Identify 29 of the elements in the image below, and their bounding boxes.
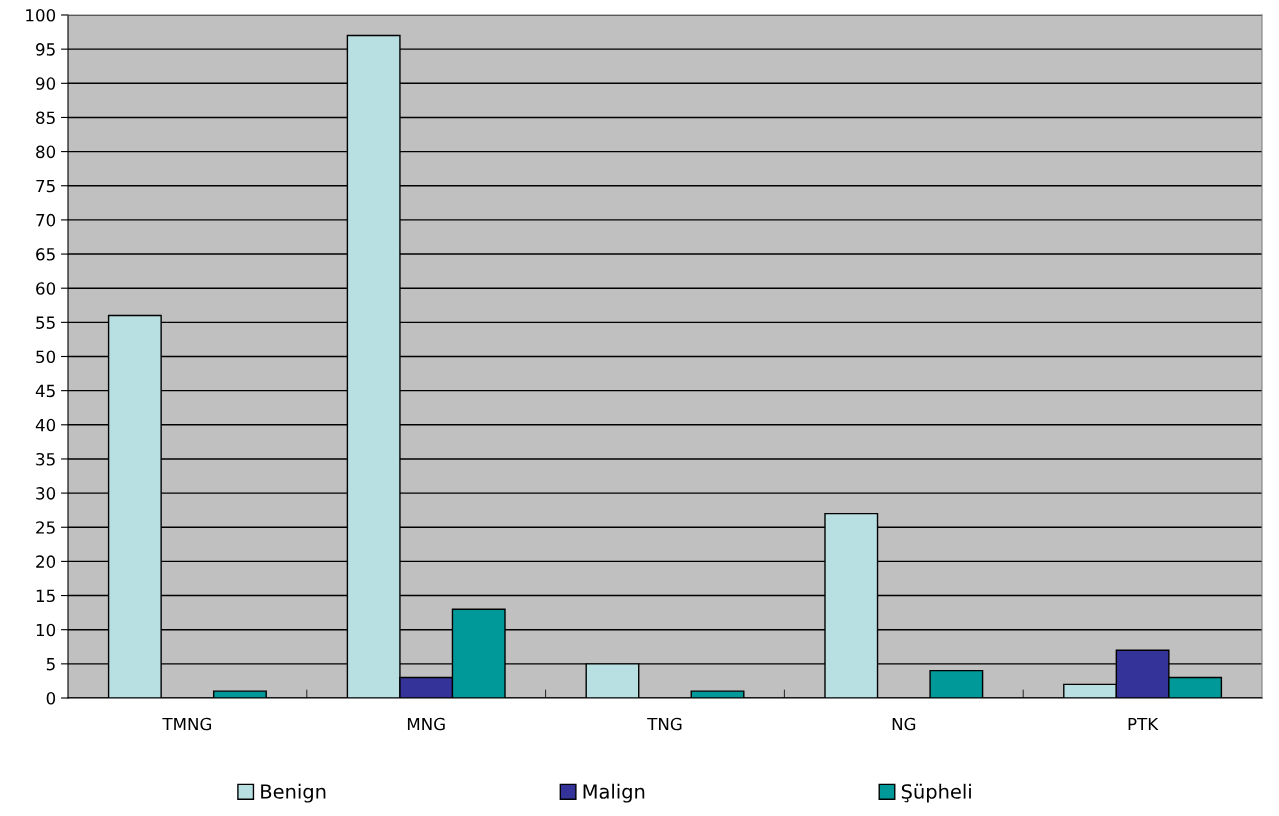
y-tick-label: 65 bbox=[36, 248, 55, 261]
y-tick-label: 60 bbox=[36, 282, 56, 295]
y-tick-label: 15 bbox=[36, 589, 55, 603]
y-tick-label: 75 bbox=[36, 179, 55, 193]
y-tick-label: 0 bbox=[46, 691, 56, 705]
y-tick-label: 55 bbox=[36, 316, 55, 329]
x-tick-label: NG bbox=[892, 717, 916, 731]
x-tick-label: TNG bbox=[647, 717, 682, 731]
legend-label: Malign bbox=[583, 783, 645, 803]
y-tick-label: 95 bbox=[36, 43, 55, 56]
y-tick-label: 90 bbox=[36, 77, 56, 90]
y-tick-label: 50 bbox=[36, 350, 56, 364]
y-tick-label: 80 bbox=[36, 145, 56, 159]
y-tick-label: 85 bbox=[36, 111, 55, 125]
y-tick-label: 5 bbox=[46, 658, 55, 671]
y-tick-label: 100 bbox=[26, 8, 56, 22]
x-tick-label: PTK bbox=[1128, 717, 1159, 731]
legend-label: Benign bbox=[261, 783, 326, 803]
y-tick-label: 30 bbox=[36, 487, 56, 500]
y-tick-label: 10 bbox=[36, 623, 56, 637]
legend-label: Şüpheli bbox=[901, 783, 971, 803]
y-tick-label: 25 bbox=[36, 521, 55, 534]
y-tick-label: 40 bbox=[35, 418, 56, 432]
x-tick-label: TMNG bbox=[162, 717, 211, 731]
y-tick-label: 35 bbox=[36, 452, 55, 466]
y-tick-label: 45 bbox=[35, 384, 55, 398]
y-tick-label: 70 bbox=[36, 213, 56, 227]
y-tick-label: 20 bbox=[36, 555, 56, 568]
x-tick-label: MNG bbox=[407, 717, 445, 731]
